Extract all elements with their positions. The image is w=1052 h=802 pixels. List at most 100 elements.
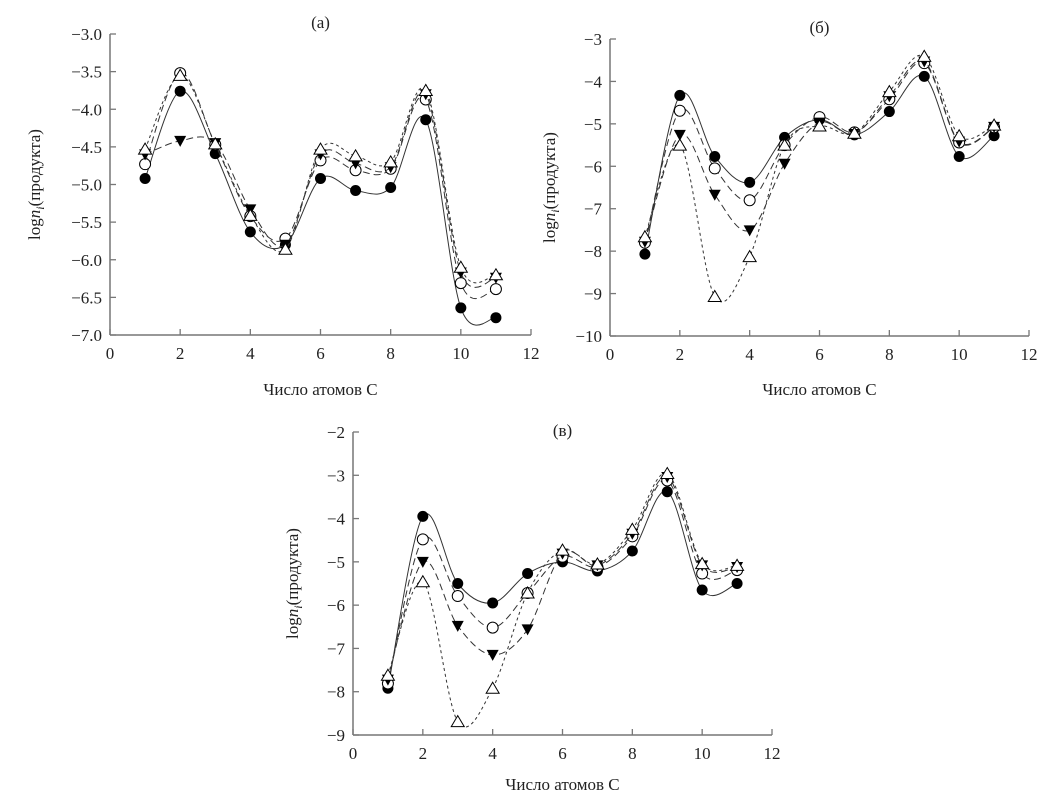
x-tick-label: 4 bbox=[745, 345, 754, 364]
data-point-filled-circle bbox=[315, 172, 326, 184]
panel-title: (в) bbox=[553, 421, 572, 440]
data-point-open-triangle bbox=[881, 84, 897, 98]
data-point-filled-triangle bbox=[416, 556, 429, 568]
data-point-open-triangle bbox=[672, 138, 688, 151]
y-tick-label: −5.5 bbox=[71, 213, 102, 232]
series-filled-triangle-down bbox=[638, 56, 1001, 248]
data-point-open-triangle bbox=[415, 574, 431, 588]
data-point-open-circle bbox=[673, 104, 686, 117]
x-tick-label: 6 bbox=[815, 345, 824, 364]
y-label-log: log bbox=[283, 617, 302, 639]
y-tick-label: −7 bbox=[584, 200, 603, 219]
data-point-open-triangle bbox=[729, 558, 745, 571]
data-point-open-triangle bbox=[555, 543, 570, 556]
series-open-triangle-up bbox=[137, 68, 504, 284]
data-point-filled-triangle bbox=[486, 649, 499, 661]
data-point-open-circle bbox=[743, 194, 756, 207]
x-tick-label: 0 bbox=[106, 344, 115, 363]
series-line bbox=[644, 74, 995, 255]
data-point-open-circle bbox=[451, 590, 464, 603]
data-point-filled-circle bbox=[244, 226, 256, 238]
data-point-open-triangle bbox=[659, 466, 675, 480]
y-tick-label: −6.0 bbox=[71, 251, 102, 270]
series-open-triangle-up bbox=[637, 49, 1002, 303]
y-label-log: log bbox=[25, 218, 44, 240]
x-tick-label: 0 bbox=[349, 744, 358, 763]
data-point-filled-triangle bbox=[673, 129, 686, 141]
data-point-open-triangle bbox=[380, 668, 396, 681]
panel-title: (а) bbox=[311, 13, 330, 32]
data-point-filled-circle bbox=[953, 151, 965, 163]
data-point-filled-circle bbox=[350, 185, 362, 197]
data-point-filled-triangle bbox=[708, 189, 721, 201]
data-point-filled-circle bbox=[139, 172, 151, 184]
data-point-filled-circle bbox=[487, 597, 499, 609]
y-tick-label: −4 bbox=[327, 510, 346, 529]
y-tick-label: −6.5 bbox=[71, 288, 102, 307]
y-tick-label: −2 bbox=[327, 423, 345, 442]
data-point-filled-circle bbox=[452, 578, 464, 589]
data-point-open-triangle bbox=[951, 128, 967, 142]
y-axis-label: logni(продукта) bbox=[283, 528, 305, 639]
data-point-filled-circle bbox=[626, 545, 638, 557]
data-point-open-triangle bbox=[172, 68, 188, 81]
series-line bbox=[144, 90, 497, 326]
x-tick-label: 8 bbox=[628, 744, 637, 763]
data-point-open-circle bbox=[708, 162, 721, 175]
data-point-filled-triangle bbox=[174, 135, 187, 147]
x-tick-label: 2 bbox=[676, 345, 685, 364]
data-point-open-triangle bbox=[777, 138, 792, 151]
y-tick-label: −8 bbox=[327, 683, 345, 702]
data-point-filled-circle bbox=[731, 578, 743, 589]
data-point-open-triangle bbox=[207, 136, 223, 150]
data-point-open-circle bbox=[416, 533, 429, 546]
y-tick-label: −8 bbox=[584, 242, 602, 261]
data-point-filled-circle bbox=[709, 151, 721, 163]
panel-b: −3 −4 −5 −6 −7 −8 −9 −100 2 4 6 8 10 12 (б) Число атомо… bbox=[540, 18, 1038, 399]
data-point-open-triangle bbox=[450, 714, 466, 728]
x-tick-label: 6 bbox=[316, 344, 325, 363]
data-point-filled-circle bbox=[420, 114, 432, 126]
y-label-sub: i bbox=[291, 605, 305, 608]
y-label-var: n bbox=[25, 210, 44, 219]
series-filled-triangle-down bbox=[381, 472, 744, 686]
data-point-open-triangle bbox=[590, 557, 605, 570]
data-point-open-triangle bbox=[847, 126, 862, 139]
x-axis-label: Число атомов С bbox=[762, 380, 876, 399]
data-point-open-triangle bbox=[418, 83, 434, 96]
x-tick-label: 4 bbox=[488, 744, 497, 763]
x-tick-label: 6 bbox=[558, 744, 567, 763]
data-point-filled-circle bbox=[883, 106, 895, 118]
y-label-sub: i bbox=[548, 209, 562, 212]
x-tick-label: 0 bbox=[606, 345, 615, 364]
x-tick-label: 12 bbox=[523, 344, 540, 363]
x-tick-label: 10 bbox=[452, 344, 469, 363]
x-axis-label: Число атомов С bbox=[505, 775, 619, 794]
data-point-open-circle bbox=[486, 621, 499, 634]
x-tick-label: 12 bbox=[764, 744, 781, 763]
y-tick-label: −3.5 bbox=[71, 63, 102, 82]
data-point-filled-circle bbox=[674, 89, 686, 101]
series-filled-circle bbox=[382, 486, 743, 694]
panel-c: −2 −3 −4 −5 −6 −7 −8 −90 2 4 6 8 10 12 (в) Число атомов… bbox=[283, 421, 781, 794]
data-point-filled-triangle bbox=[778, 158, 791, 170]
data-point-open-triangle bbox=[812, 118, 827, 132]
series-line bbox=[644, 61, 995, 243]
x-tick-label: 10 bbox=[694, 744, 711, 763]
panel-a: −3.0 −3.5 −4.0 −4.5 −5.0 −5.5 −6.0 −6.5 −7.00 2 4 6… bbox=[25, 13, 540, 399]
data-point-filled-circle bbox=[174, 85, 186, 97]
data-point-open-triangle bbox=[383, 154, 399, 168]
x-tick-label: 4 bbox=[246, 344, 255, 363]
data-point-open-triangle bbox=[707, 289, 723, 303]
data-point-filled-circle bbox=[385, 182, 397, 194]
series-line bbox=[144, 91, 497, 288]
data-point-open-circle bbox=[454, 277, 467, 290]
x-tick-label: 2 bbox=[419, 744, 428, 763]
y-tick-label: −3.0 bbox=[71, 25, 102, 44]
x-tick-label: 12 bbox=[1021, 345, 1038, 364]
y-tick-label: −3 bbox=[327, 466, 345, 485]
series-line bbox=[644, 59, 995, 242]
data-point-open-triangle bbox=[348, 148, 363, 162]
data-point-open-triangle bbox=[986, 118, 1002, 131]
